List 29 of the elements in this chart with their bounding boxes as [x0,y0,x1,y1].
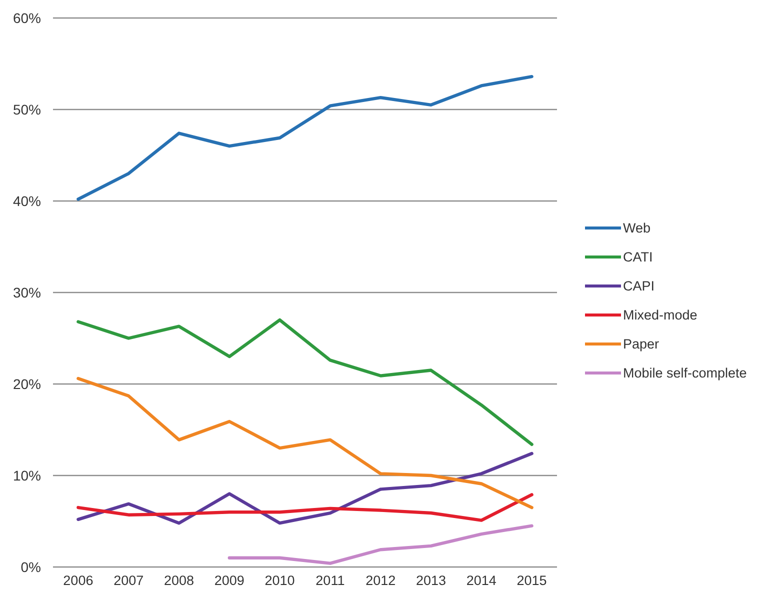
line-series [228,524,534,565]
x-tick-label: 2006 [63,573,94,588]
legend-label: Paper [623,336,660,352]
line-series [76,74,534,201]
x-tick-label: 2013 [416,573,446,588]
legend-label: Mixed-mode [623,308,698,323]
x-tick-label: 2009 [214,573,244,588]
legend-label: CATI [623,250,653,265]
line-series [76,376,534,510]
y-tick-label: 40% [12,192,41,209]
line-series [76,318,534,446]
legend-label: Mobile self-complete [623,366,747,381]
x-tick-label: 2008 [164,573,194,588]
x-tick-label: 2015 [516,573,547,588]
y-tick-label: 20% [12,376,41,392]
y-tick-label: 60% [12,10,41,26]
x-tick-label: 2011 [316,573,345,588]
x-tick-label: 2012 [366,573,396,588]
x-tick-label: 2014 [466,573,497,588]
y-tick-label: 30% [12,284,41,300]
line-series [76,493,534,522]
x-tick-label: 2010 [264,573,295,588]
x-tick-label: 2007 [114,573,144,588]
y-tick-label: 0% [20,558,41,575]
legend-label: Web [623,220,651,236]
legend-label: CAPI [623,278,655,294]
line-series [76,452,534,525]
y-tick-label: 10% [12,467,41,484]
y-tick-label: 50% [12,101,41,118]
